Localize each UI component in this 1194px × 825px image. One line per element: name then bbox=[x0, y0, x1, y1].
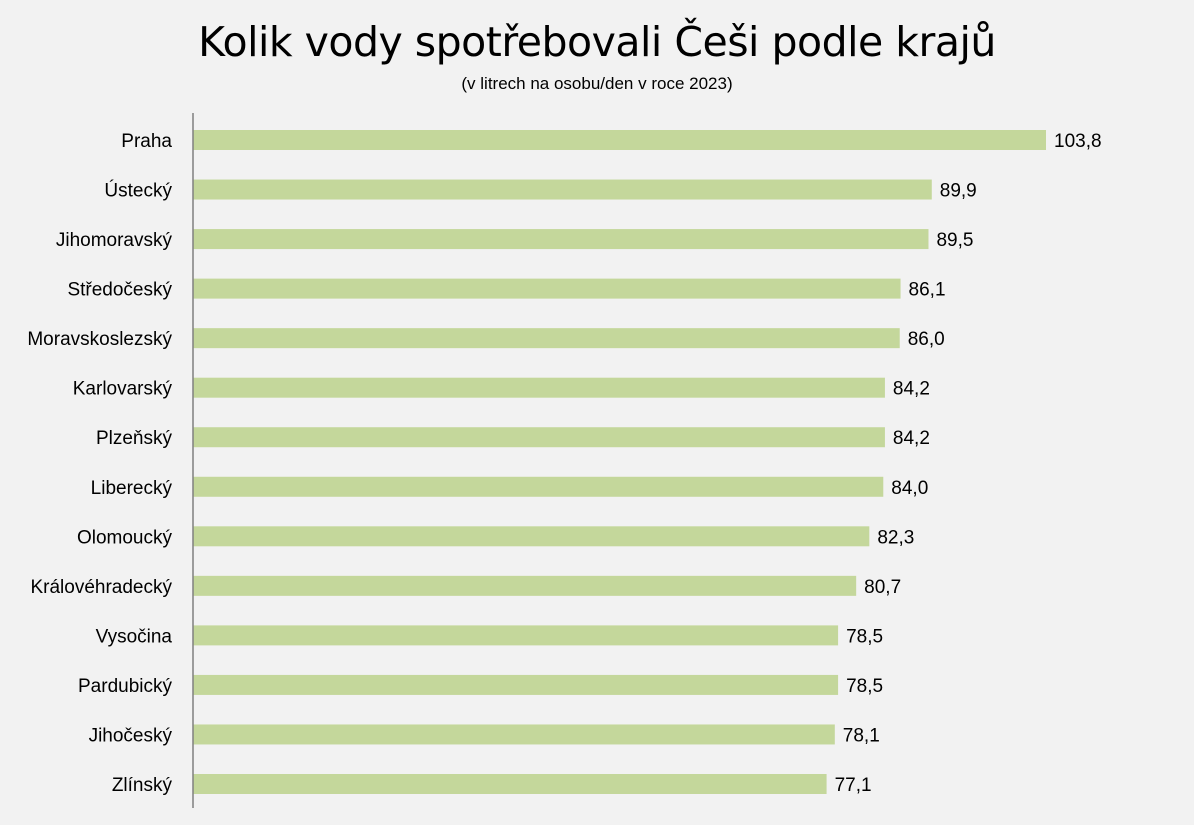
data-label: 78,5 bbox=[846, 626, 883, 647]
category-label: Královéhradecký bbox=[30, 577, 172, 598]
bar bbox=[193, 575, 857, 596]
category-label: Moravskoslezský bbox=[27, 329, 172, 350]
category-label: Karlovarský bbox=[73, 379, 173, 400]
category-label: Plzeňský bbox=[96, 428, 173, 449]
data-label: 78,1 bbox=[843, 725, 880, 746]
bar bbox=[193, 278, 901, 299]
category-label: Zlínský bbox=[112, 775, 173, 796]
data-label: 86,1 bbox=[909, 280, 946, 301]
data-label: 82,3 bbox=[877, 527, 914, 548]
data-label: 84,2 bbox=[893, 428, 930, 449]
bar bbox=[193, 476, 884, 497]
data-label: 86,0 bbox=[908, 329, 945, 350]
bar bbox=[193, 179, 932, 200]
category-label: Pardubický bbox=[78, 676, 172, 697]
category-label: Olomoucký bbox=[77, 527, 173, 548]
data-label: 89,9 bbox=[940, 181, 977, 202]
data-label: 78,5 bbox=[846, 676, 883, 697]
category-label: Jihomoravský bbox=[56, 230, 173, 251]
data-label: 103,8 bbox=[1054, 131, 1102, 152]
bar bbox=[193, 229, 929, 250]
category-label: Ústecký bbox=[104, 180, 172, 202]
data-label: 80,7 bbox=[864, 577, 901, 598]
category-label: Středočeský bbox=[67, 280, 172, 301]
category-label: Liberecký bbox=[91, 478, 173, 499]
category-label: Praha bbox=[121, 131, 172, 152]
bar bbox=[193, 774, 827, 794]
category-label: Jihočeský bbox=[89, 725, 173, 746]
bar bbox=[193, 427, 885, 448]
bar bbox=[193, 526, 870, 547]
data-label: 89,5 bbox=[936, 230, 973, 251]
bar bbox=[193, 328, 900, 349]
bar bbox=[193, 130, 1046, 150]
category-label: Vysočina bbox=[96, 626, 173, 647]
bar bbox=[193, 377, 885, 398]
data-label: 77,1 bbox=[835, 775, 872, 796]
data-label: 84,0 bbox=[891, 478, 928, 499]
bar bbox=[193, 674, 839, 695]
bar bbox=[193, 625, 839, 646]
chart-title: Kolik vody spotřebovali Češi podle krajů bbox=[198, 18, 996, 66]
data-label: 84,2 bbox=[893, 379, 930, 400]
chart-subtitle: (v litrech na osobu/den v roce 2023) bbox=[461, 74, 733, 93]
bar bbox=[193, 724, 835, 745]
